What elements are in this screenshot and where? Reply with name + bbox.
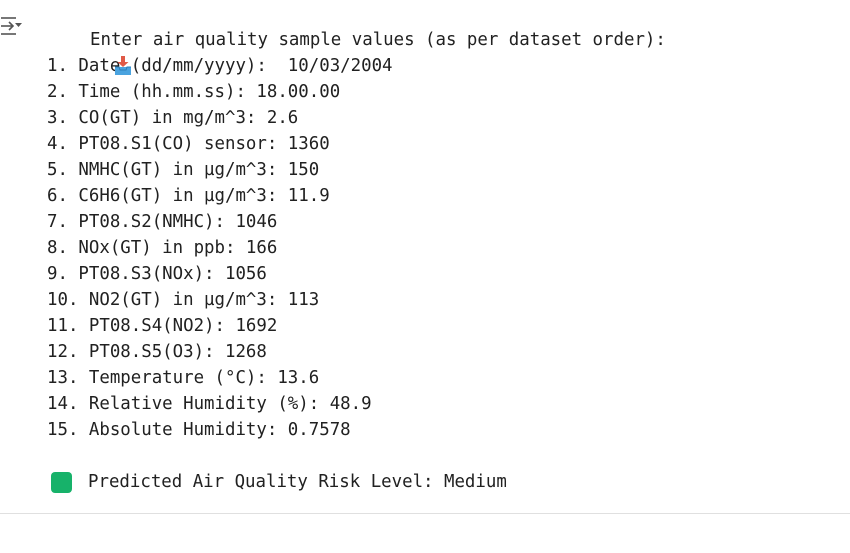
prompt-text: Enter air quality sample values (as per …: [90, 30, 666, 50]
input-line: 7. PT08.S2(NMHC): 1046: [47, 212, 278, 232]
input-line: 8. NOx(GT) in ppb: 166: [47, 238, 278, 258]
input-line: 14. Relative Humidity (%): 48.9: [47, 394, 372, 414]
input-line: 4. PT08.S1(CO) sensor: 1360: [47, 134, 330, 154]
input-line: 1. Date (dd/mm/yyyy): 10/03/2004: [47, 56, 393, 76]
input-line: 3. CO(GT) in mg/m^3: 2.6: [47, 108, 299, 128]
input-line: 2. Time (hh.mm.ss): 18.00.00: [47, 82, 341, 102]
input-line: 6. C6H6(GT) in µg/m^3: 11.9: [47, 186, 330, 206]
blank-line: [47, 443, 850, 469]
inbox-tray-icon: [51, 30, 131, 75]
input-line: 5. NMHC(GT) in µg/m^3: 150: [47, 160, 320, 180]
divider: [0, 513, 850, 514]
result-line: Predicted Air Quality Risk Level: Medium: [47, 469, 850, 514]
prompt-line: Enter air quality sample values (as per …: [47, 27, 850, 75]
cell-output: Enter air quality sample values (as per …: [47, 27, 850, 514]
check-mark-button-icon: [51, 471, 132, 514]
input-line: 9. PT08.S3(NOx): 1056: [47, 264, 267, 284]
output-collapse-icon[interactable]: [0, 14, 26, 40]
input-line: 12. PT08.S5(O3): 1268: [47, 342, 267, 362]
input-line: 13. Temperature (°C): 13.6: [47, 368, 320, 388]
input-line: 10. NO2(GT) in µg/m^3: 113: [47, 290, 320, 310]
input-list: 1. Date (dd/mm/yyyy): 10/03/2004 2. Time…: [47, 53, 850, 443]
result-text: Predicted Air Quality Risk Level: Medium: [88, 472, 507, 492]
input-line: 15. Absolute Humidity: 0.7578: [47, 420, 351, 440]
input-line: 11. PT08.S4(NO2): 1692: [47, 316, 278, 336]
